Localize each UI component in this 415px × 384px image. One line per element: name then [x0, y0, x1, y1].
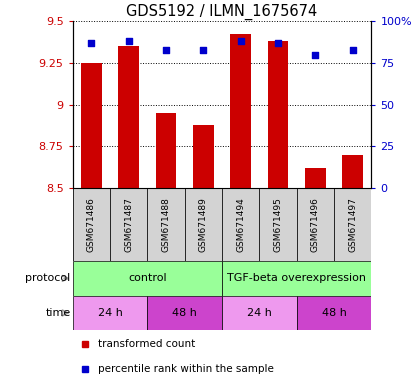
Bar [110, 188, 147, 261]
Text: GSM671495: GSM671495 [273, 197, 283, 252]
Point [125, 38, 132, 44]
Text: control: control [128, 273, 167, 283]
Text: GSM671497: GSM671497 [348, 197, 357, 252]
Point [237, 38, 244, 44]
Text: GSM671486: GSM671486 [87, 197, 96, 252]
Bar [73, 188, 110, 261]
Point [312, 51, 319, 58]
Text: GSM671496: GSM671496 [311, 197, 320, 252]
Text: 48 h: 48 h [172, 308, 197, 318]
Text: 24 h: 24 h [98, 308, 122, 318]
Text: 48 h: 48 h [322, 308, 347, 318]
Bar [81, 63, 102, 188]
Bar [230, 35, 251, 188]
Text: TGF-beta overexpression: TGF-beta overexpression [227, 273, 366, 283]
Text: protocol: protocol [25, 273, 71, 283]
Text: time: time [45, 308, 71, 318]
Bar [118, 46, 139, 188]
Text: GSM671487: GSM671487 [124, 197, 133, 252]
Text: 24 h: 24 h [247, 308, 272, 318]
Point [349, 46, 356, 53]
Text: transformed count: transformed count [98, 339, 195, 349]
Bar [73, 296, 147, 330]
Bar [342, 155, 363, 188]
Text: GSM671494: GSM671494 [236, 197, 245, 252]
Bar [268, 41, 288, 188]
Point [275, 40, 281, 46]
Text: GSM671488: GSM671488 [161, 197, 171, 252]
Bar [222, 188, 259, 261]
Bar [222, 296, 297, 330]
Text: percentile rank within the sample: percentile rank within the sample [98, 364, 273, 374]
Point [200, 46, 207, 53]
Bar [185, 188, 222, 261]
Bar [147, 188, 185, 261]
Point [88, 40, 95, 46]
Text: GSM671489: GSM671489 [199, 197, 208, 252]
Bar [297, 296, 371, 330]
Bar [156, 113, 176, 188]
Bar [305, 168, 326, 188]
Title: GDS5192 / ILMN_1675674: GDS5192 / ILMN_1675674 [127, 3, 317, 20]
Bar [259, 188, 297, 261]
Point [163, 46, 169, 53]
Bar [73, 261, 222, 296]
Bar [297, 188, 334, 261]
Bar [222, 261, 371, 296]
Bar [334, 188, 371, 261]
Bar [147, 296, 222, 330]
Bar [193, 125, 214, 188]
